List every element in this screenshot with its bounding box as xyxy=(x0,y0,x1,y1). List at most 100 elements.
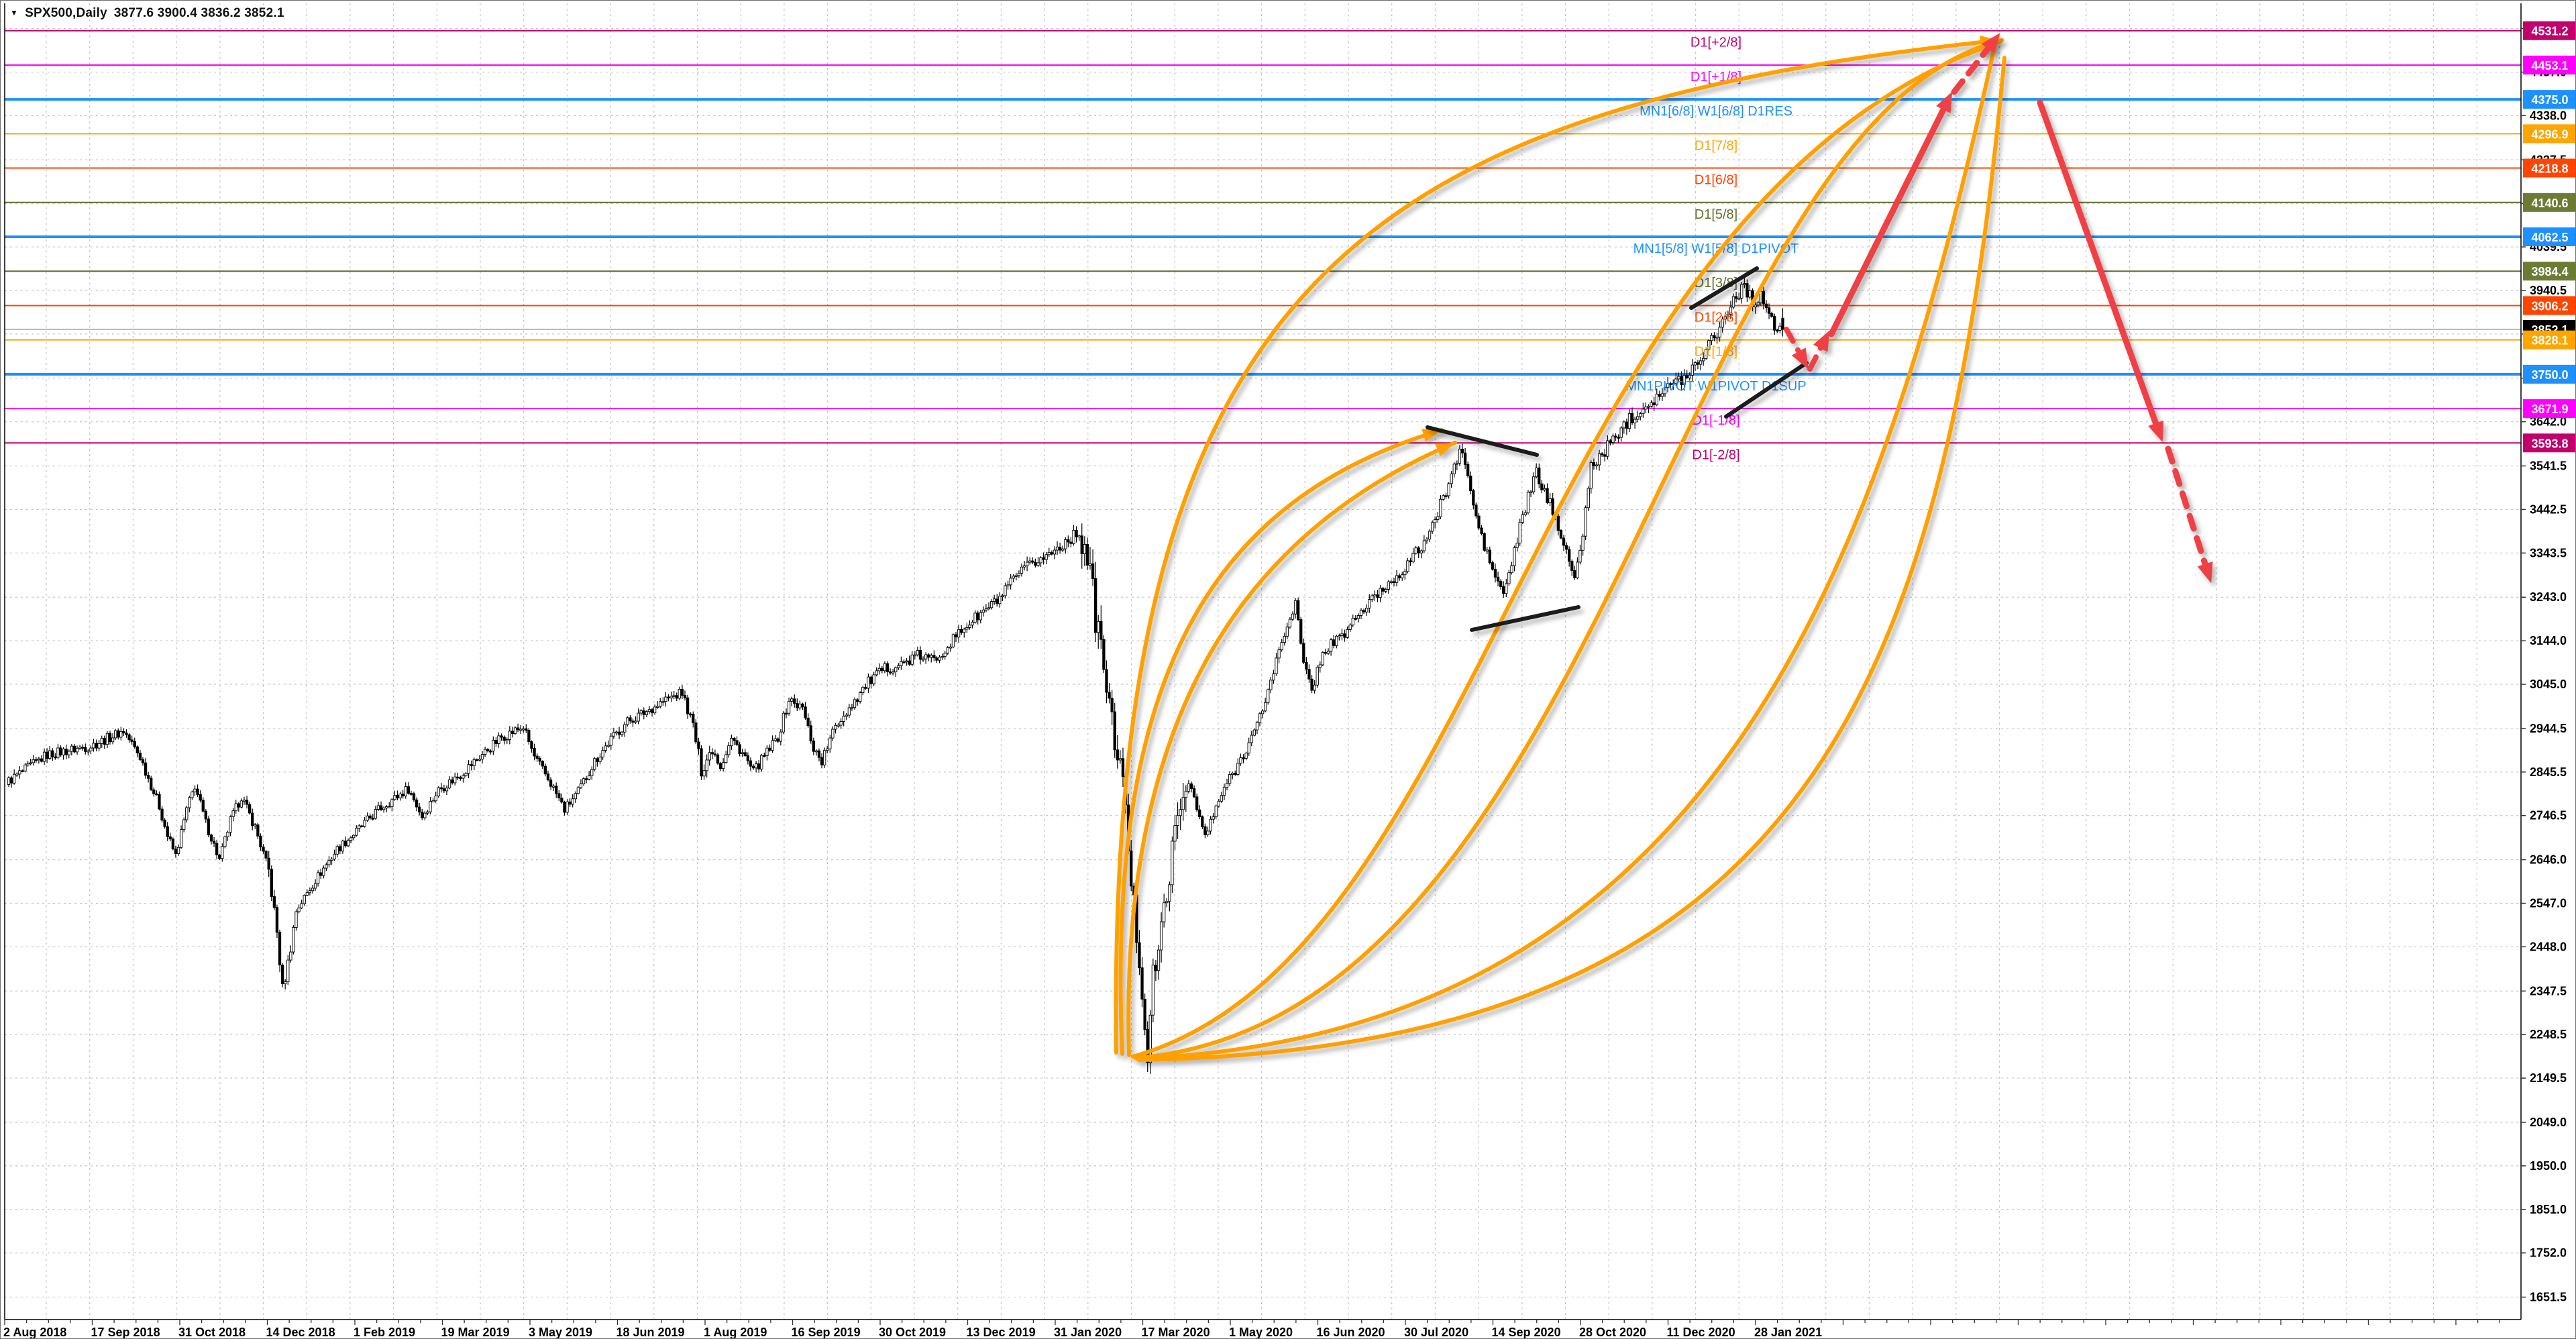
price-badge xyxy=(2523,433,2575,453)
price-badge-value: 3750.0 xyxy=(2531,368,2568,382)
orange-curve[interactable] xyxy=(1134,38,2004,1060)
red-arrows[interactable] xyxy=(1784,32,2213,584)
time-axis[interactable]: 2 Aug 2018 17 Sep 2018 31 Oct 2018 14 Dec 2… xyxy=(3,1320,2500,1339)
price-tick-label: 1651.5 xyxy=(2530,1291,2567,1304)
date-tick-label: 19 Mar 2019 xyxy=(441,1326,510,1339)
symbol-title: ▼ SPX500,Daily 3877.6 3900.4 3836.2 3852… xyxy=(10,6,284,21)
ohlc-quote: 3877.6 3900.4 3836.2 3852.1 xyxy=(113,6,284,20)
candlestick-series xyxy=(7,276,1784,1074)
price-badge-value: 3593.8 xyxy=(2531,437,2568,450)
price-badge-value: 4218.8 xyxy=(2531,162,2568,176)
price-badge xyxy=(2523,55,2575,74)
price-badge-value: 4296.9 xyxy=(2531,127,2568,141)
black-trendline[interactable] xyxy=(1426,425,1539,457)
price-badge xyxy=(2523,262,2575,281)
price-badge xyxy=(2523,296,2575,315)
black-trendline[interactable] xyxy=(1689,266,1759,310)
red-arrow-line[interactable] xyxy=(2037,99,2161,431)
murrey-lines xyxy=(5,30,2521,444)
date-tick-label: 18 Jun 2019 xyxy=(616,1326,685,1339)
date-tick-label: 28 Oct 2020 xyxy=(1579,1326,1646,1339)
price-badge xyxy=(2523,227,2575,246)
murrey-label: D1[-1/8] xyxy=(1692,413,1739,428)
date-tick-label: 14 Dec 2018 xyxy=(266,1326,335,1339)
price-badge-value: 4375.0 xyxy=(2531,93,2568,107)
price-badge-value: 3671.9 xyxy=(2531,403,2568,416)
date-tick-label: 17 Sep 2018 xyxy=(91,1326,160,1339)
murrey-label: D1[5/8] xyxy=(1695,207,1737,222)
grid xyxy=(5,3,2521,1320)
price-badge-value: 4453.1 xyxy=(2531,59,2568,72)
price-tick-label: 1950.0 xyxy=(2530,1159,2567,1173)
murrey-label: D1[+2/8] xyxy=(1690,36,1741,50)
price-badge xyxy=(2523,124,2575,144)
red-arrow-line[interactable] xyxy=(1951,42,1994,95)
date-tick-label: 30 Oct 2019 xyxy=(879,1326,946,1339)
red-arrow-line[interactable] xyxy=(1784,327,1804,358)
orange-curve[interactable] xyxy=(1118,428,1444,1056)
price-badge-value: 4140.6 xyxy=(2531,197,2568,210)
date-tick-label: 11 Dec 2020 xyxy=(1667,1326,1735,1339)
price-tick-label: 3442.5 xyxy=(2530,502,2567,516)
price-tick-label: 3144.0 xyxy=(2530,634,2567,647)
symbol-period-label: SPX500,Daily xyxy=(25,6,107,20)
red-arrow-line[interactable] xyxy=(1828,103,1949,337)
orange-curves[interactable] xyxy=(1114,36,2006,1062)
date-tick-label: 31 Jan 2020 xyxy=(1054,1326,1122,1339)
price-badge-value: 4531.2 xyxy=(2531,25,2568,38)
orange-curve[interactable] xyxy=(1126,441,1457,1057)
price-badge-value: 3828.1 xyxy=(2531,334,2568,347)
price-tick-label: 2746.5 xyxy=(2530,809,2567,822)
black-trendlines[interactable] xyxy=(1426,266,1809,632)
price-tick-label: 2049.0 xyxy=(2530,1116,2567,1129)
murrey-label: D1[7/8] xyxy=(1695,138,1737,153)
red-arrow-line[interactable] xyxy=(2165,445,2210,571)
price-tick-label: 3642.0 xyxy=(2530,415,2567,429)
price-tick-label: 3541.5 xyxy=(2530,460,2567,473)
price-badge xyxy=(2523,90,2575,109)
price-badge-value: 3984.4 xyxy=(2531,265,2568,278)
black-trendline[interactable] xyxy=(1724,361,1809,419)
price-badge-value: 3906.2 xyxy=(2531,299,2568,313)
red-arrow-line[interactable] xyxy=(1807,341,1825,372)
orange-curve[interactable] xyxy=(1135,46,1996,1061)
price-tick-label: 2845.5 xyxy=(2530,765,2567,779)
price-tick-label: 3243.0 xyxy=(2530,590,2567,604)
price-tick-label: 2944.5 xyxy=(2530,722,2567,735)
price-tick-label: 2149.5 xyxy=(2530,1071,2567,1085)
date-tick-label: 31 Oct 2018 xyxy=(178,1326,246,1339)
date-tick-label: 14 Sep 2020 xyxy=(1492,1326,1561,1339)
murrey-label: D1[6/8] xyxy=(1695,173,1737,188)
date-tick-label: 30 Jul 2020 xyxy=(1404,1326,1468,1339)
chevron-down-icon[interactable]: ▼ xyxy=(10,8,19,17)
price-tick-label: 4338.0 xyxy=(2530,109,2567,122)
price-tick-label: 2547.0 xyxy=(2530,897,2567,910)
price-tick-label: 2646.0 xyxy=(2530,853,2567,867)
price-tick-label: 2448.0 xyxy=(2530,940,2567,953)
black-trendline[interactable] xyxy=(1470,605,1580,632)
murrey-label: D1[2/8] xyxy=(1695,310,1737,325)
date-tick-label: 1 May 2020 xyxy=(1229,1326,1293,1339)
price-badge xyxy=(2523,158,2575,178)
price-axis[interactable]: 4536.04437.04338.04237.54138.54039.53940… xyxy=(2521,21,2576,1304)
price-tick-label: 3940.5 xyxy=(2530,284,2567,297)
date-tick-label: 2 Aug 2018 xyxy=(3,1326,66,1339)
price-badge xyxy=(2523,21,2575,40)
murrey-labels: D1[+2/8]D1[+1/8]MN1[6/8] W1[6/8] D1RESD1… xyxy=(1625,36,1806,463)
date-tick-label: 1 Feb 2019 xyxy=(354,1326,415,1339)
orange-curve[interactable] xyxy=(1137,56,2006,1062)
orange-curve[interactable] xyxy=(1114,38,2001,1055)
orange-curve[interactable] xyxy=(1131,40,2002,1059)
date-tick-label: 3 May 2019 xyxy=(529,1326,592,1339)
price-tick-label: 3343.5 xyxy=(2530,546,2567,559)
date-tick-label: 16 Sep 2019 xyxy=(792,1326,861,1339)
date-tick-label: 28 Jan 2021 xyxy=(1754,1326,1822,1339)
date-tick-label: 1 Aug 2019 xyxy=(704,1326,767,1339)
price-tick-label: 1851.0 xyxy=(2530,1203,2567,1216)
price-badge xyxy=(2523,330,2575,350)
murrey-label: MN1[5/8] W1[5/8] D1PIVOT xyxy=(1633,242,1799,256)
price-tick-label: 3045.0 xyxy=(2530,678,2567,691)
price-badge xyxy=(2523,193,2575,212)
